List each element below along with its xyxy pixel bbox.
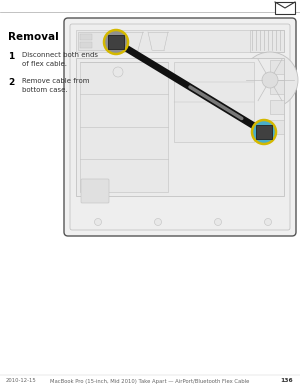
Circle shape	[262, 72, 278, 88]
FancyBboxPatch shape	[64, 18, 296, 236]
FancyBboxPatch shape	[70, 24, 290, 230]
Text: Removal: Removal	[8, 32, 59, 42]
FancyBboxPatch shape	[275, 2, 295, 14]
Text: 2010-12-15: 2010-12-15	[6, 379, 37, 383]
Bar	[76, 58, 284, 196]
Circle shape	[265, 218, 272, 225]
Bar	[76, 30, 284, 52]
Text: 136: 136	[280, 379, 293, 383]
Bar	[270, 120, 284, 134]
Circle shape	[214, 218, 221, 225]
Text: 2: 2	[8, 78, 14, 87]
Circle shape	[113, 67, 123, 77]
Bar	[270, 100, 284, 114]
Bar	[270, 60, 284, 74]
Bar	[80, 62, 168, 192]
FancyBboxPatch shape	[108, 35, 124, 49]
Text: Disconnect both ends 
of flex cable.: Disconnect both ends of flex cable.	[22, 52, 100, 66]
FancyBboxPatch shape	[256, 125, 272, 139]
Circle shape	[154, 218, 161, 225]
Circle shape	[242, 52, 298, 108]
FancyBboxPatch shape	[81, 179, 109, 203]
Circle shape	[104, 30, 128, 54]
Bar	[174, 62, 254, 142]
Bar	[250, 30, 284, 52]
Text: 1: 1	[8, 52, 14, 61]
Circle shape	[94, 218, 101, 225]
Bar	[270, 80, 284, 94]
Bar	[78, 32, 108, 50]
Bar	[80, 34, 92, 40]
Text: Remove cable from 
bottom case.: Remove cable from bottom case.	[22, 78, 92, 92]
Circle shape	[252, 120, 276, 144]
Text: MacBook Pro (15-inch, Mid 2010) Take Apart — AirPort/Bluetooth Flex Cable: MacBook Pro (15-inch, Mid 2010) Take Apa…	[50, 379, 250, 383]
Bar	[80, 42, 92, 48]
